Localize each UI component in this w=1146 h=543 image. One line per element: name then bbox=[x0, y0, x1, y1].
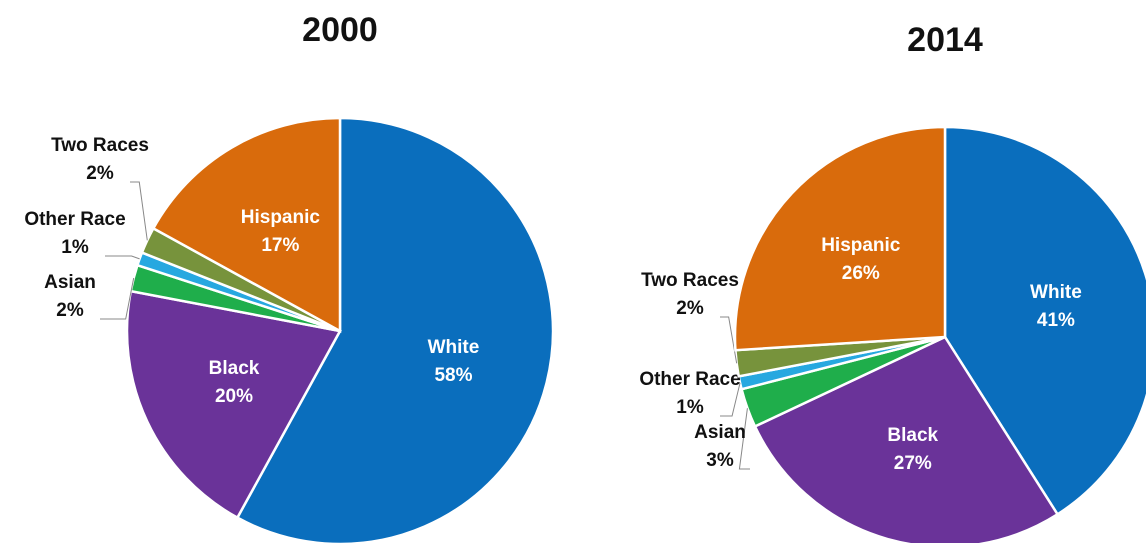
slice-value-label: 1% bbox=[61, 237, 89, 258]
slice-value-label: 2% bbox=[86, 163, 114, 184]
slice-value-label: 2% bbox=[56, 300, 84, 321]
pie-slice bbox=[753, 335, 1060, 543]
pie-slice bbox=[151, 116, 342, 334]
pie-slice bbox=[733, 125, 947, 352]
pie-slice bbox=[943, 125, 1146, 517]
leader-line bbox=[720, 316, 738, 364]
slice-value-label: 58% bbox=[434, 365, 472, 386]
chart-title: 2014 bbox=[907, 21, 983, 59]
slice-label: Hispanic bbox=[241, 207, 321, 228]
slice-label: White bbox=[1030, 282, 1082, 303]
slice-label: Two Races bbox=[641, 270, 739, 291]
slice-label: Asian bbox=[694, 422, 746, 443]
slice-value-label: 27% bbox=[894, 453, 932, 474]
slice-label: Hispanic bbox=[821, 235, 901, 256]
slice-label: Other Race bbox=[24, 209, 125, 230]
leader-line bbox=[720, 382, 741, 417]
slice-label: White bbox=[428, 337, 480, 358]
slice-value-label: 1% bbox=[676, 397, 704, 418]
chart-title: 2000 bbox=[302, 11, 378, 49]
slice-label: Other Race bbox=[639, 369, 740, 390]
leader-line bbox=[130, 181, 148, 241]
pie-slice bbox=[125, 289, 342, 520]
slice-value-label: 17% bbox=[261, 235, 299, 256]
pie-slice bbox=[235, 116, 555, 543]
leader-line bbox=[105, 255, 140, 260]
slice-label: Black bbox=[887, 425, 938, 446]
slice-value-label: 2% bbox=[676, 298, 704, 319]
slice-value-label: 3% bbox=[706, 450, 734, 471]
slice-label: Asian bbox=[44, 272, 96, 293]
slice-label: Black bbox=[209, 358, 260, 379]
slice-value-label: 20% bbox=[215, 386, 253, 407]
slice-value-label: 26% bbox=[842, 263, 880, 284]
slice-value-label: 41% bbox=[1037, 310, 1075, 331]
slice-label: Two Races bbox=[51, 135, 149, 156]
leader-line bbox=[100, 277, 135, 320]
leader-line bbox=[738, 408, 750, 470]
